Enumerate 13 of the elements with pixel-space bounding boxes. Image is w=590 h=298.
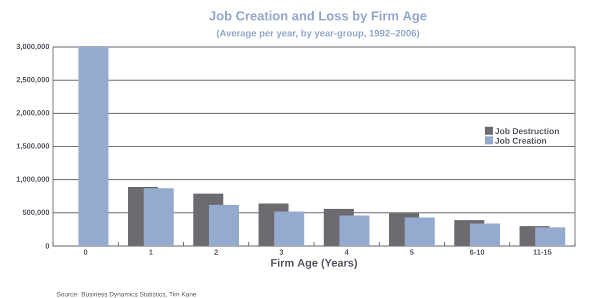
bar	[339, 215, 370, 246]
legend-label: Job Creation	[495, 138, 546, 144]
chart-subtitle: (Average per year, by year-group, 1992–2006)	[216, 30, 420, 38]
bar	[144, 188, 174, 246]
bar	[535, 227, 566, 246]
chart-title: Job Creation and Loss by Firm Age	[209, 10, 427, 24]
bar	[404, 217, 435, 246]
bar	[208, 204, 239, 246]
x-axis-title: Firm Age (Years)	[271, 258, 358, 269]
bar	[274, 212, 304, 246]
legend-label: Job Destruction	[495, 128, 559, 134]
bar	[78, 46, 108, 246]
bar	[470, 223, 500, 246]
